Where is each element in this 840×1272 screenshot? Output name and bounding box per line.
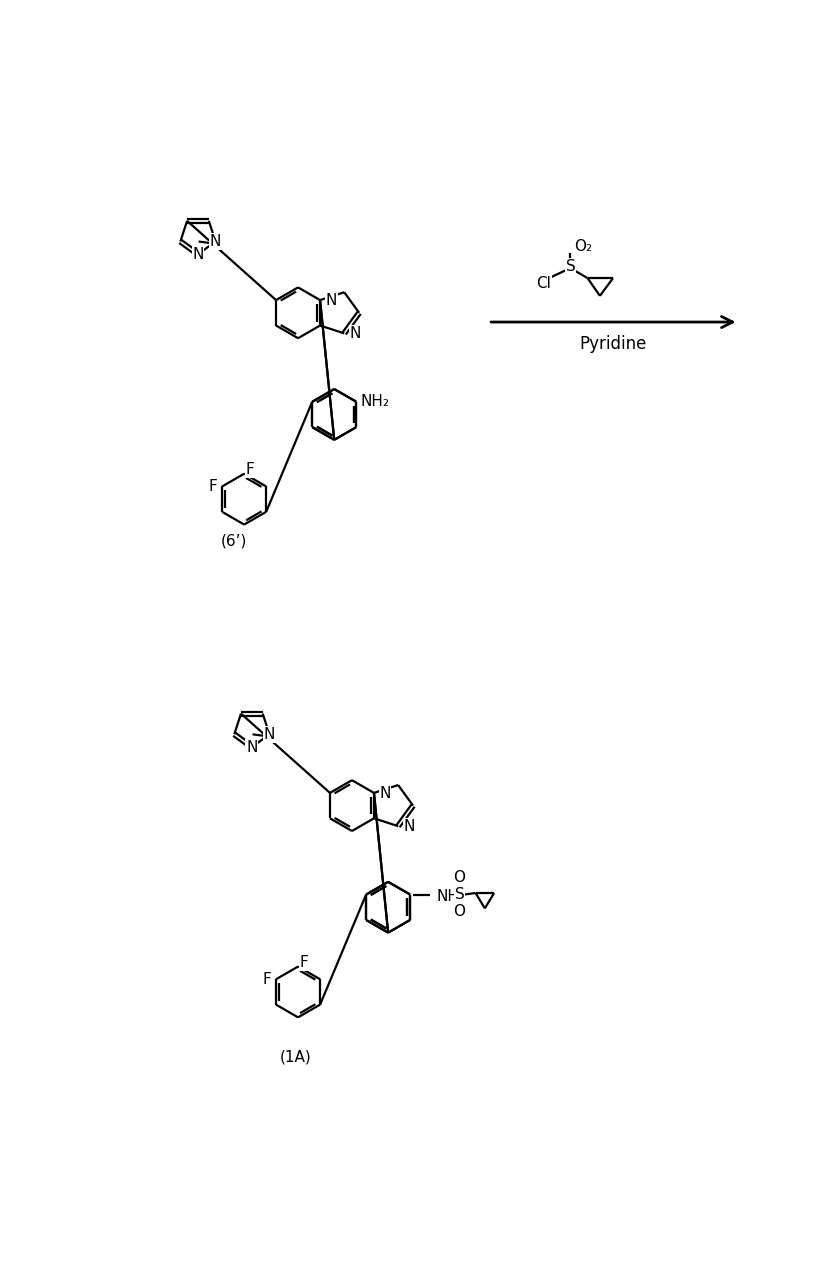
Text: F: F	[263, 972, 271, 987]
Text: NH₂: NH₂	[360, 394, 389, 410]
Text: N: N	[403, 819, 415, 833]
Text: N: N	[380, 786, 391, 801]
Text: O₂: O₂	[574, 239, 592, 254]
Text: F: F	[209, 480, 218, 494]
Text: Pyridine: Pyridine	[580, 335, 647, 352]
Text: N: N	[192, 247, 203, 262]
Text: N: N	[246, 739, 258, 754]
Text: O: O	[454, 904, 465, 918]
Text: N: N	[325, 294, 337, 308]
Text: NH: NH	[436, 889, 459, 903]
Text: N: N	[264, 726, 276, 742]
Text: Cl: Cl	[536, 276, 551, 291]
Text: S: S	[566, 259, 575, 273]
Text: F: F	[246, 463, 255, 477]
Text: S: S	[454, 887, 465, 902]
Text: F: F	[300, 955, 308, 971]
Text: N: N	[349, 326, 361, 341]
Text: O: O	[454, 870, 465, 885]
Text: (6’): (6’)	[221, 534, 247, 550]
Text: (1A): (1A)	[280, 1049, 312, 1065]
Text: N: N	[210, 234, 221, 249]
